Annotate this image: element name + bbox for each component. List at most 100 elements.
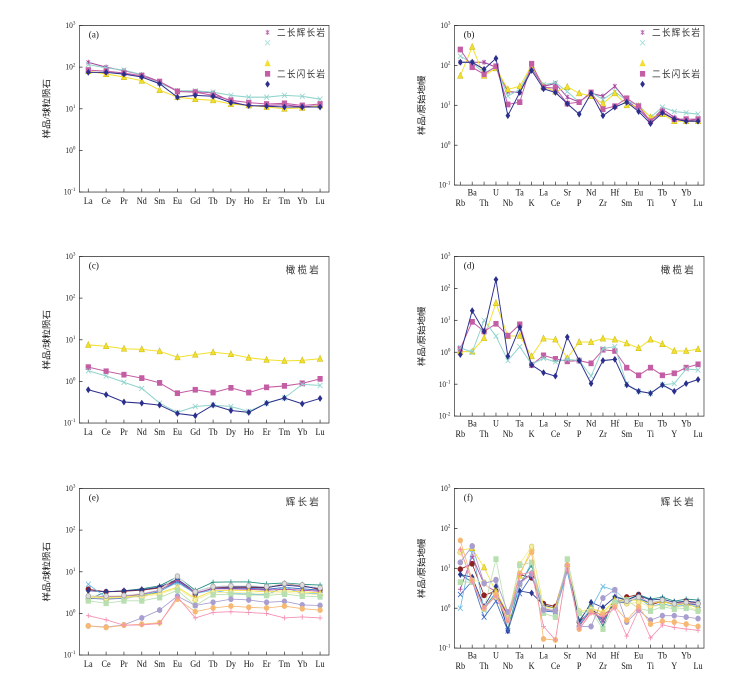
x-tick-label: Ce — [550, 197, 559, 207]
marker-circle — [682, 599, 689, 605]
marker-x — [469, 349, 475, 356]
marker-x — [564, 88, 570, 95]
series-橄榄岩-2 — [85, 364, 323, 397]
marker-diamond — [564, 100, 570, 108]
marker-plus — [647, 635, 653, 641]
panel-a: 10-1 100 101 102 103 La Ce Pr Nd Sm Eu Gd Tb Dy Ho Er Tm… — [40, 16, 335, 215]
series-line — [88, 344, 321, 362]
y-tick-label: 102 — [65, 62, 75, 72]
x-tick-label: Tb — [657, 187, 666, 197]
x-tick-label: La — [84, 196, 93, 206]
x-tick-label: La — [539, 418, 548, 428]
marker-circle — [246, 596, 252, 603]
marker-square — [552, 356, 558, 363]
rock-type-annotation: 橄榄岩 — [660, 264, 695, 278]
x-tick-label: Sm — [621, 429, 632, 439]
marker-circle — [263, 583, 270, 590]
marker-x — [492, 333, 499, 340]
y-tick-label: 101 — [65, 104, 75, 114]
marker-circle — [623, 616, 629, 623]
marker-square — [174, 390, 181, 397]
x-tick-label: Tm — [279, 427, 291, 437]
x-tick-label: Ho — [244, 196, 254, 206]
x-tick-label: Rb — [455, 660, 465, 670]
legend-label: 二长辉长岩 — [652, 26, 701, 37]
marker-triangle — [670, 347, 677, 355]
series-line — [88, 595, 321, 628]
marker-square — [457, 46, 463, 53]
x-tick-label: Er — [263, 196, 271, 206]
marker-circle — [281, 580, 288, 587]
marker-square — [157, 594, 163, 601]
x-tick-label: Dy — [226, 658, 237, 668]
marker-diamond — [192, 91, 198, 99]
marker-triangle — [658, 340, 666, 348]
x-tick-label: Hf — [610, 187, 619, 197]
y-axis-title: 样品/球粒陨石 — [41, 79, 51, 139]
marker-square — [599, 106, 606, 113]
x-tick-label: Gd — [190, 427, 201, 437]
marker-x — [228, 92, 234, 99]
x-tick-label: Pr — [120, 427, 127, 437]
marker-circle — [694, 600, 701, 607]
marker-plus — [528, 569, 534, 575]
x-tick-label: Eu — [634, 418, 644, 428]
marker-square — [576, 610, 582, 616]
marker-triangle — [682, 347, 689, 355]
marker-diamond — [528, 361, 534, 369]
x-tick-label: Dy — [226, 196, 237, 206]
x-tick-label: Pr — [120, 196, 127, 206]
x-tick-label: Nb — [502, 660, 512, 670]
y-tick-label: 102 — [65, 525, 75, 535]
marker-circle — [671, 612, 677, 619]
marker-plus — [516, 571, 522, 577]
marker-diamond — [228, 407, 234, 415]
marker-circle — [469, 542, 475, 549]
x-tick-label: Ti — [646, 197, 654, 207]
axes: 10-1 100 101 102 103 La Ce Pr Nd Sm Eu Gd Tb Dy Ho Er Tm… — [41, 252, 330, 438]
marker-diamond — [611, 103, 617, 111]
marker-x — [85, 61, 91, 68]
marker-circle — [528, 549, 534, 556]
marker-plus — [469, 553, 475, 559]
y-tick-label: 103 — [440, 20, 450, 30]
y-tick-label: 100 — [65, 608, 75, 618]
marker-circle — [246, 582, 252, 589]
marker-triangle — [634, 344, 642, 352]
y-tick-label: 103 — [440, 252, 450, 262]
x-tick-label: Pr — [120, 658, 127, 668]
marker-triangle — [480, 334, 487, 342]
marker-diamond — [493, 276, 498, 284]
series-橄榄岩-4 — [457, 276, 700, 398]
marker-x — [85, 581, 91, 587]
marker-square — [228, 590, 234, 597]
marker-diamond — [103, 391, 109, 399]
series-line — [88, 586, 321, 599]
marker-circle — [682, 613, 689, 620]
y-tick-label: 100 — [440, 140, 450, 150]
marker-triangle — [192, 350, 199, 358]
series-辉长岩-10 — [85, 572, 323, 599]
marker-x — [457, 53, 463, 60]
marker-triangle — [599, 99, 606, 107]
marker-x — [299, 381, 305, 388]
marker-triangle — [575, 89, 582, 97]
x-tick-label: Y — [671, 429, 678, 439]
marker-triangle — [263, 356, 270, 363]
marker-circle — [103, 624, 109, 631]
marker-circle — [659, 596, 665, 603]
x-tick-label: Yb — [681, 187, 691, 197]
x-tick-label: Lu — [315, 427, 325, 437]
x-tick-label: Rb — [455, 197, 465, 207]
marker-circle — [281, 602, 288, 609]
marker-plus — [246, 609, 252, 615]
x-tick-label: Ta — [515, 650, 523, 660]
marker-circle — [457, 565, 463, 572]
marker-square — [317, 376, 323, 383]
x-tick-label: Tm — [279, 196, 291, 206]
marker-x — [317, 96, 323, 103]
marker-circle — [121, 592, 127, 599]
marker-triangle — [299, 356, 306, 364]
marker-asterisk — [481, 59, 486, 65]
